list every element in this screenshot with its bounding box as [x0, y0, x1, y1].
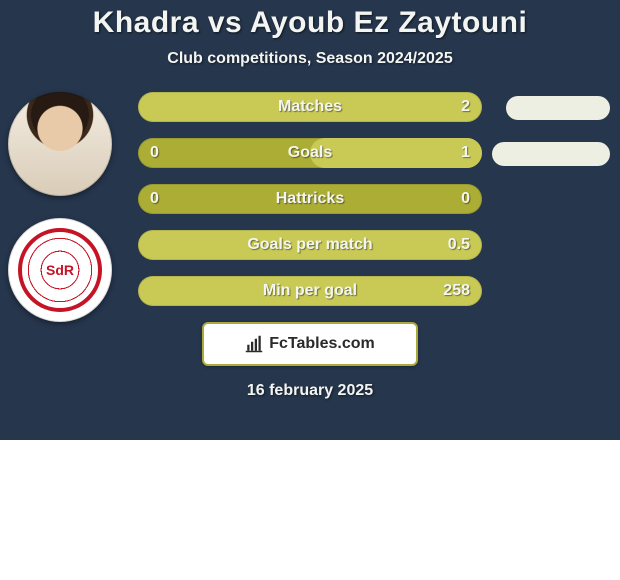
- stat-bar: 0 Goals 1: [138, 138, 482, 168]
- stat-right-value: 258: [443, 282, 470, 300]
- chart-icon: [245, 335, 263, 353]
- stat-label: Goals per match: [247, 236, 372, 254]
- footer-date: 16 february 2025: [0, 382, 620, 400]
- stat-right-value: 2: [461, 98, 470, 116]
- avatars-column: SdR: [8, 92, 118, 344]
- club-badge-initials: SdR: [22, 232, 98, 308]
- right-pill: [506, 96, 610, 120]
- stat-right-value: 0: [461, 190, 470, 208]
- stat-bar-fill: [310, 138, 482, 168]
- stat-bar: 0 Hattricks 0: [138, 184, 482, 214]
- stat-label: Hattricks: [276, 190, 344, 208]
- comparison-body: SdR Matches 2 0 Goals 1 0 Hattricks 0 Goals per …: [0, 92, 620, 306]
- stat-right-value: 1: [461, 144, 470, 162]
- comparison-card: Khadra vs Ayoub Ez Zaytouni Club competi…: [0, 0, 620, 440]
- player-avatar: [8, 92, 112, 196]
- brand-footer-box[interactable]: FcTables.com: [202, 322, 418, 366]
- club-badge-icon: SdR: [18, 228, 102, 312]
- stat-left-value: 0: [150, 190, 159, 208]
- stat-bars: Matches 2 0 Goals 1 0 Hattricks 0 Goals per matc…: [138, 92, 482, 306]
- stat-left-value: 0: [150, 144, 159, 162]
- club-avatar: SdR: [8, 218, 112, 322]
- stat-label: Min per goal: [263, 282, 357, 300]
- stat-bar: Goals per match 0.5: [138, 230, 482, 260]
- stat-label: Matches: [278, 98, 342, 116]
- right-pills-column: [492, 96, 610, 326]
- stat-bar: Matches 2: [138, 92, 482, 122]
- brand-label: FcTables.com: [269, 335, 375, 353]
- stat-label: Goals: [288, 144, 332, 162]
- page-title: Khadra vs Ayoub Ez Zaytouni: [0, 6, 620, 40]
- right-pill: [492, 142, 610, 166]
- stat-bar: Min per goal 258: [138, 276, 482, 306]
- stat-right-value: 0.5: [448, 236, 470, 254]
- subtitle: Club competitions, Season 2024/2025: [0, 50, 620, 68]
